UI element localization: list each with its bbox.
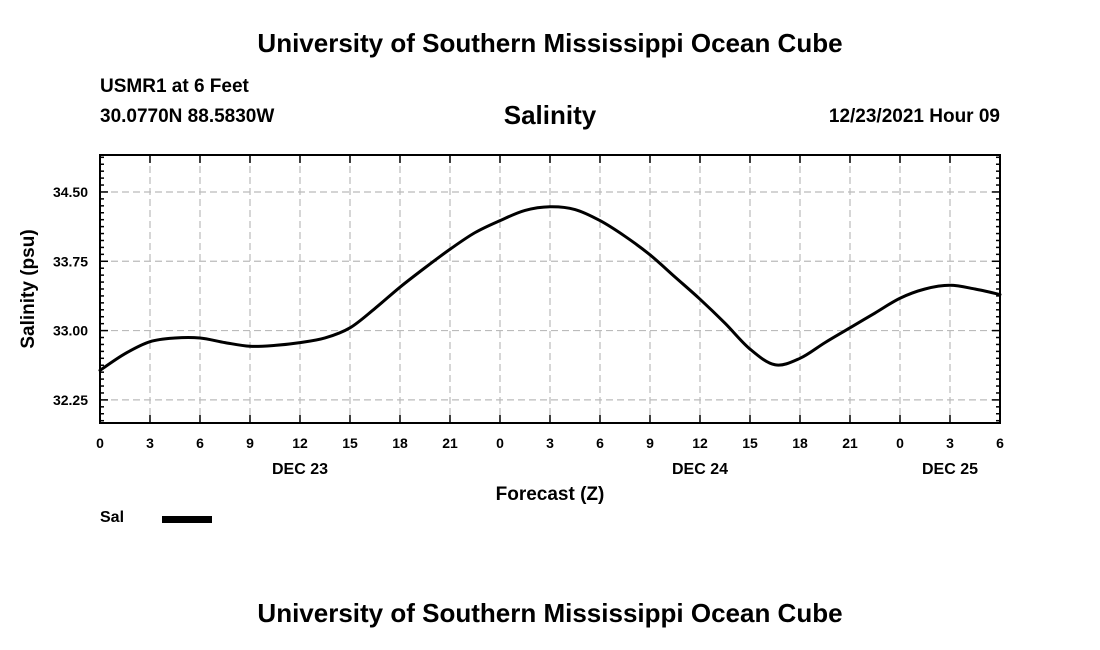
x-tick-label: 15: [742, 435, 758, 451]
y-tick-label: 33.75: [53, 253, 88, 269]
x-day-label: DEC 24: [672, 461, 728, 478]
x-tick-label: 15: [342, 435, 358, 451]
x-tick-label: 0: [96, 435, 104, 451]
x-tick-label: 3: [146, 435, 154, 451]
legend-label: Sal: [100, 509, 125, 526]
x-day-label: DEC 25: [922, 461, 978, 478]
x-tick-label: 9: [246, 435, 254, 451]
y-axis-title: Salinity (psu): [18, 229, 39, 348]
x-tick-label: 3: [946, 435, 954, 451]
footer-title: University of Southern Mississippi Ocean…: [257, 598, 843, 628]
x-tick-label: 6: [596, 435, 604, 451]
x-tick-label: 12: [692, 435, 708, 451]
x-tick-label: 12: [292, 435, 308, 451]
x-tick-label: 3: [546, 435, 554, 451]
series-line-sal: [98, 205, 1002, 372]
x-tick-label: 9: [646, 435, 654, 451]
station-label: USMR1 at 6 Feet: [100, 76, 249, 97]
x-tick-label: 18: [392, 435, 408, 451]
x-axis-title: Forecast (Z): [496, 484, 605, 505]
y-tick-label: 33.00: [53, 323, 88, 339]
y-tick-label: 32.25: [53, 392, 88, 408]
chart-title: Salinity: [503, 100, 597, 130]
x-tick-label: 6: [196, 435, 204, 451]
legend-swatch: [162, 516, 212, 523]
x-tick-label: 21: [842, 435, 858, 451]
x-tick-label: 0: [896, 435, 904, 451]
x-day-label: DEC 23: [272, 461, 328, 478]
x-tick-label: 0: [496, 435, 504, 451]
x-tick-label: 6: [996, 435, 1004, 451]
x-tick-label: 21: [442, 435, 458, 451]
y-tick-label: 34.50: [53, 184, 88, 200]
timestamp-label: 12/23/2021 Hour 09: [828, 106, 1000, 127]
coordinates-label: 30.0770N 88.5830W: [100, 106, 275, 127]
x-tick-label: 18: [792, 435, 808, 451]
page-title: University of Southern Mississippi Ocean…: [257, 28, 843, 58]
